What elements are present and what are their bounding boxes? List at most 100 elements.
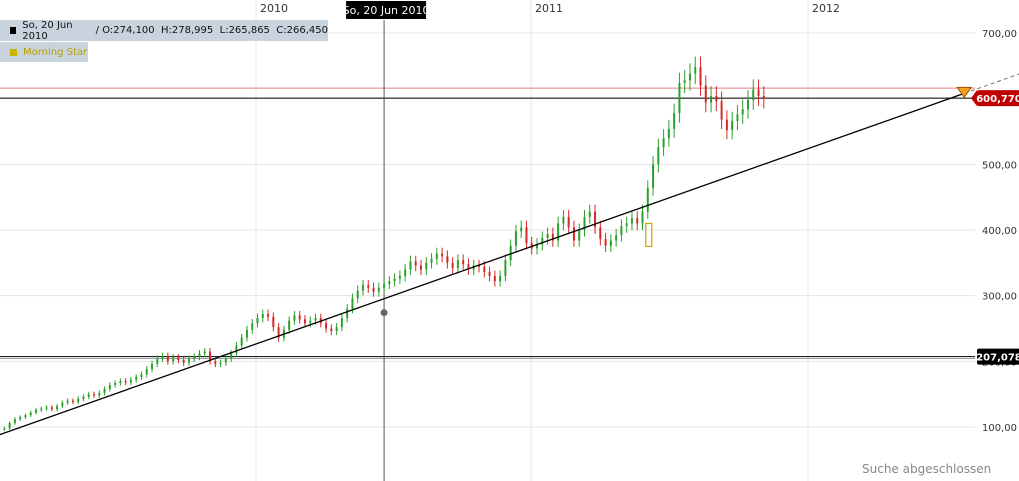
candle-body [657,147,660,165]
y-tick-label: 400,00 [982,226,1017,237]
candle-body [45,407,48,409]
candle-body [325,323,328,329]
candle-body [82,396,85,399]
candle-body [272,316,275,328]
candle-body [50,407,53,410]
candle-body [198,353,201,357]
candle-body [219,362,222,364]
candle-body [620,226,623,236]
price-tag-label: 600,770 [976,94,1019,105]
candle-body [641,211,644,224]
candle-body [335,327,338,332]
candle-body [398,275,401,279]
candle-body [541,237,544,245]
candle-body [446,256,449,263]
candle-body [356,290,359,299]
candle-body [752,89,755,100]
candle-body [209,351,212,362]
x-tick-label: 2010 [260,2,288,15]
candle-body [119,381,122,384]
candle-body [736,114,739,121]
x-tick-label: 2012 [812,2,840,15]
candle-body [103,388,106,393]
candle-body [673,113,676,129]
ohlc-close: C:266,450 [276,25,328,36]
candle-body [694,67,697,74]
candle-body [409,261,412,270]
candle-body [710,96,713,103]
y-tick-label: 100,00 [982,423,1017,434]
candle-body [293,315,296,321]
candle-body [98,392,101,396]
candle-body [256,317,259,324]
candle-body [441,253,444,257]
candle-body [172,357,175,362]
candle-body [609,240,612,246]
candle-body [351,298,354,309]
candle-body [93,394,96,396]
candle-body [372,287,375,292]
candle-body [493,275,496,282]
candle-body [509,245,512,261]
candle-body [456,260,459,269]
candle-body [61,402,64,406]
price-tag-arrow [971,90,977,107]
candle-body [388,281,391,284]
candle-body [182,360,185,363]
candle-body [583,216,586,230]
candle-body [599,227,602,240]
candle-body [129,379,132,383]
candle-body [557,223,560,241]
candle-body [135,377,138,380]
price-tag-label: 207,078 [976,353,1019,364]
status-text: Suche abgeschlossen [862,462,992,476]
candle-body [451,262,454,269]
candle-body [725,119,728,131]
candle-body [551,233,554,241]
candle-body [245,329,248,338]
candle-body [414,261,417,266]
ohlc-high: H:278,995 [161,25,214,36]
candle-body [330,328,333,332]
candle-body [646,187,649,212]
candle-body [267,314,270,317]
candle-body [87,394,90,397]
candle-body [156,358,159,364]
ohlc-marker-icon [10,27,17,34]
candle-body [309,320,312,324]
pattern-marker-icon [10,48,17,56]
candle-body [166,356,169,362]
candle-body [66,400,69,403]
candle-body [688,73,691,81]
price-tag [977,90,1019,107]
candle-body [367,285,370,288]
candle-body [277,327,280,338]
candle-body [35,409,37,413]
candle-body [340,317,343,328]
candle-body [40,408,43,410]
candle-body [757,89,760,97]
candle-body [625,223,628,227]
candle-body [731,120,734,131]
pattern-legend[interactable]: Morning Star [0,42,88,62]
trendline [0,92,965,436]
candle-body [504,260,507,276]
candle-body [435,253,438,259]
candle-body [224,358,227,363]
y-tick-label: 700,00 [982,29,1017,40]
candle-body [704,85,707,103]
candle-body [594,211,597,228]
candle-body [404,269,407,276]
candle-body [151,363,154,370]
candle-body [567,216,570,228]
trendline-extension [964,73,1019,94]
candle-body [499,275,502,282]
y-tick-label: 300,00 [982,292,1017,303]
candle-body [467,264,470,270]
candle-body [140,374,143,378]
candle-body [161,356,164,359]
candle-body [24,415,27,418]
candle-body [214,361,217,364]
candle-body [203,351,206,354]
